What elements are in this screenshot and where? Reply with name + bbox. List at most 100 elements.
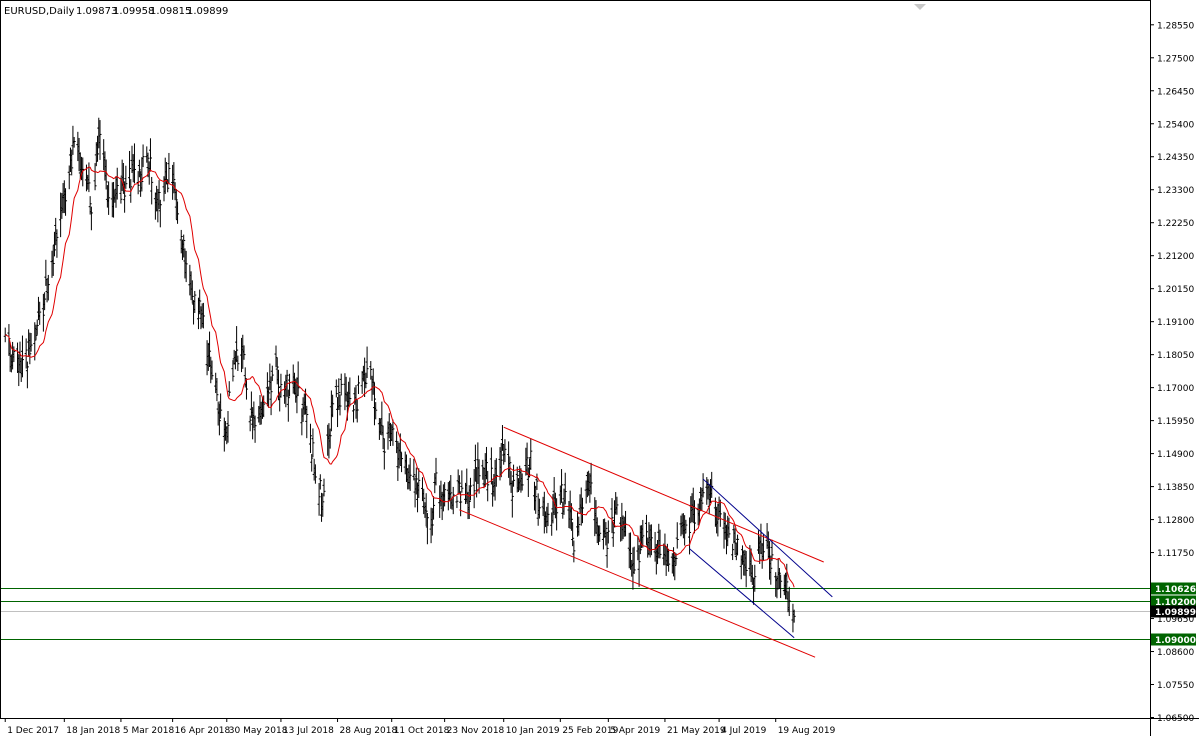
- ohlc-bar: [414, 467, 418, 495]
- ohlc-bar: [472, 469, 476, 509]
- ohlc-bar: [104, 159, 108, 190]
- channel-line-red: [503, 426, 824, 563]
- level-tag-label: 1.10626: [1155, 585, 1196, 595]
- ohlc-bar: [24, 338, 28, 369]
- price-axis: 1.28550 1.27500 1.26450 1.25400 1.24350 1.233…: [1150, 21, 1194, 724]
- ohlc-bar: [770, 539, 774, 561]
- ohlc-bar: [761, 534, 765, 561]
- ohlc-bar: [560, 469, 564, 503]
- ohlc-bar: [408, 457, 412, 491]
- ohlc-bar: [792, 609, 796, 623]
- ohlc-bar: [119, 177, 123, 204]
- ohlc-bar: [628, 532, 632, 570]
- x-tick-label: 13 Jul 2018: [283, 726, 334, 736]
- chart-header-low: 1.09815: [150, 6, 191, 17]
- ohlc-bar: [321, 493, 325, 517]
- ohlc-bar: [610, 498, 614, 534]
- ohlc-bar: [64, 188, 68, 216]
- ohlc-bar: [753, 564, 757, 592]
- ohlc-bar: [675, 522, 679, 549]
- ohlc-bar: [673, 552, 677, 581]
- ohlc-bar: [70, 149, 74, 176]
- y-tick-label: 1.26450: [1157, 87, 1194, 97]
- y-tick-label: 1.27500: [1157, 54, 1194, 64]
- ohlc-bar: [606, 520, 610, 544]
- y-tick-label: 1.24350: [1157, 153, 1194, 163]
- chart-header-symbol: EURUSD,Daily: [4, 6, 75, 17]
- ohlc-bar: [731, 543, 735, 561]
- ohlc-bar: [286, 389, 290, 422]
- y-tick-label: 1.12800: [1157, 516, 1194, 526]
- ohlc-bar: [334, 379, 338, 398]
- y-tick-label: 1.23300: [1157, 186, 1194, 196]
- ohlc-bar: [777, 567, 781, 589]
- ohlc-bar: [253, 415, 257, 443]
- ohlc-bar: [93, 163, 97, 191]
- ohlc-bar: [510, 480, 514, 518]
- ohlc-bar: [785, 563, 789, 599]
- ohlc-bar: [369, 361, 373, 380]
- y-tick-label: 1.08600: [1157, 648, 1194, 658]
- y-tick-label: 1.07550: [1157, 681, 1194, 691]
- x-tick-label: 5 Mar 2018: [123, 726, 175, 736]
- price-tags: 1.10626 1.10200 1.09000 1.09899: [1151, 582, 1196, 646]
- ohlc-bar: [25, 361, 29, 389]
- x-tick-label: 28 Aug 2018: [340, 726, 398, 736]
- ohlc-bar: [779, 574, 783, 598]
- ohlc-bar: [208, 331, 212, 368]
- y-tick-label: 1.25400: [1157, 120, 1194, 130]
- ohlc-bar: [210, 360, 214, 380]
- ohlc-bar: [787, 586, 791, 617]
- ohlc-bar: [308, 423, 312, 453]
- channel-line-red: [459, 509, 816, 658]
- ohlc-bar: [190, 280, 194, 304]
- ohlc-bar: [499, 443, 503, 478]
- ohlc-bar: [434, 457, 438, 486]
- ohlc-bar: [115, 167, 119, 200]
- ohlc-bar: [632, 546, 636, 574]
- ohlc-bar: [179, 229, 183, 254]
- ohlc-bar: [412, 458, 416, 481]
- y-tick-label: 1.18050: [1157, 351, 1194, 361]
- ohlc-bar: [688, 517, 692, 555]
- y-tick-label: 1.19100: [1157, 318, 1194, 328]
- current-price-tag: [1151, 605, 1196, 618]
- y-tick-label: 1.09650: [1157, 615, 1194, 625]
- level-tag-label: 1.09000: [1155, 636, 1196, 646]
- ohlc-bar: [710, 471, 714, 498]
- ohlc-bar: [589, 462, 593, 495]
- ohlc-bar: [529, 438, 533, 470]
- ohlc-bar: [460, 470, 464, 493]
- x-tick-label: 16 Apr 2018: [175, 726, 231, 736]
- scroll-marker-icon[interactable]: [914, 4, 926, 10]
- ohlc-bar: [494, 458, 498, 487]
- chart-border: [0, 0, 1151, 719]
- ohlc-bar: [124, 165, 128, 189]
- level-tag: [1151, 582, 1196, 595]
- ohlc-bar: [637, 545, 641, 587]
- ohlc-bar: [12, 346, 16, 363]
- ohlc-bar: [718, 499, 722, 527]
- ohlc-bar: [750, 564, 754, 585]
- ohlc-bar: [41, 293, 45, 332]
- ohlc-bar: [572, 540, 576, 563]
- ohlc-bar: [98, 120, 102, 160]
- ohlc-bar: [700, 487, 704, 511]
- ohlc-bar: [641, 519, 645, 548]
- ohlc-bar: [107, 181, 111, 215]
- ohlc-bar: [270, 365, 274, 382]
- ohlc-bar: [425, 512, 429, 545]
- y-tick-label: 1.15950: [1157, 417, 1194, 427]
- ohlc-bar: [481, 459, 485, 480]
- ohlc-bar: [296, 361, 300, 397]
- ohlc-bar: [38, 301, 42, 325]
- ohlc-bar: [667, 548, 671, 572]
- ohlc-bar: [318, 474, 322, 490]
- y-tick-label: 1.28550: [1157, 21, 1194, 31]
- y-tick-label: 1.11750: [1157, 549, 1194, 559]
- ohlc-bar: [322, 478, 326, 497]
- ohlc-bar: [227, 381, 231, 397]
- ohlc-bar: [67, 165, 71, 190]
